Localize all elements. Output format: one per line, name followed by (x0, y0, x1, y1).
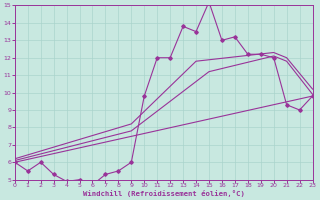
X-axis label: Windchill (Refroidissement éolien,°C): Windchill (Refroidissement éolien,°C) (83, 190, 244, 197)
